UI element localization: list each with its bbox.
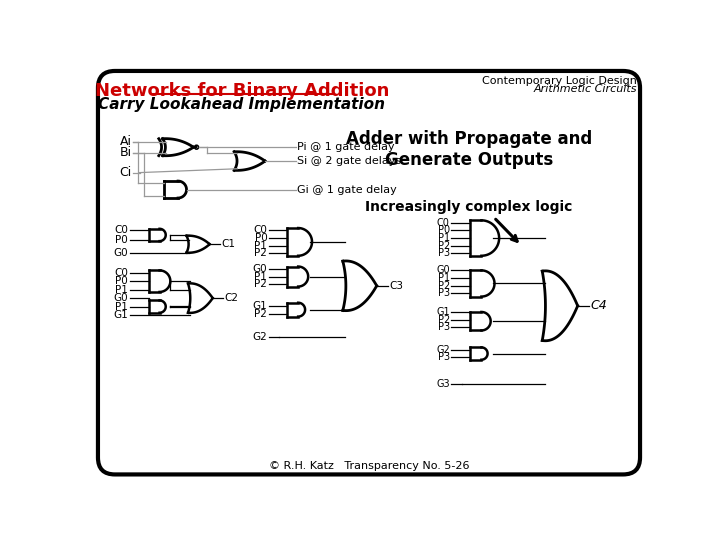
Text: P0: P0 xyxy=(115,234,128,245)
Text: G0: G0 xyxy=(113,248,128,259)
Text: P2: P2 xyxy=(438,281,450,291)
Text: C1: C1 xyxy=(221,239,235,249)
Text: P2: P2 xyxy=(438,315,450,325)
Text: P2: P2 xyxy=(438,241,450,251)
Text: Si @ 2 gate delays: Si @ 2 gate delays xyxy=(297,156,402,166)
Text: P2: P2 xyxy=(254,308,267,319)
Text: © R.H. Katz   Transparency No. 5-26: © R.H. Katz Transparency No. 5-26 xyxy=(269,461,469,471)
Text: Increasingly complex logic: Increasingly complex logic xyxy=(366,200,573,214)
Text: C4: C4 xyxy=(590,299,608,312)
Text: P0: P0 xyxy=(438,225,450,235)
Text: C0: C0 xyxy=(114,225,128,235)
Text: G2: G2 xyxy=(436,345,450,355)
Text: P1: P1 xyxy=(438,233,450,243)
Text: C3: C3 xyxy=(390,281,404,291)
Text: P0: P0 xyxy=(115,276,128,286)
Text: G2: G2 xyxy=(253,332,267,342)
Text: P3: P3 xyxy=(438,322,450,332)
FancyBboxPatch shape xyxy=(98,71,640,475)
Text: C0: C0 xyxy=(437,218,450,228)
Text: P1: P1 xyxy=(254,272,267,281)
Text: P1: P1 xyxy=(115,285,128,295)
Text: Carry Lookahead Implementation: Carry Lookahead Implementation xyxy=(99,97,385,112)
Text: Adder with Propagate and
Generate Outputs: Adder with Propagate and Generate Output… xyxy=(346,130,593,169)
Text: P2: P2 xyxy=(254,248,267,259)
Text: Pi @ 1 gate delay: Pi @ 1 gate delay xyxy=(297,142,395,152)
Text: Ai: Ai xyxy=(120,136,132,148)
Text: P0: P0 xyxy=(255,233,267,243)
Text: Contemporary Logic Design: Contemporary Logic Design xyxy=(482,76,637,85)
Text: G0: G0 xyxy=(253,264,267,274)
Text: Gi @ 1 gate delay: Gi @ 1 gate delay xyxy=(297,185,397,194)
Text: P1: P1 xyxy=(254,241,267,251)
Text: C0: C0 xyxy=(253,225,267,235)
Text: Bi: Bi xyxy=(120,146,132,159)
Text: G3: G3 xyxy=(436,379,450,389)
Text: P1: P1 xyxy=(115,301,128,312)
Text: G1: G1 xyxy=(253,301,267,311)
Text: G1: G1 xyxy=(436,307,450,317)
Text: P3: P3 xyxy=(438,248,450,259)
Text: C0: C0 xyxy=(114,268,128,278)
Text: P3: P3 xyxy=(438,288,450,299)
Text: C2: C2 xyxy=(224,293,238,303)
Text: Networks for Binary Addition: Networks for Binary Addition xyxy=(95,82,389,100)
Text: G1: G1 xyxy=(113,310,128,320)
Text: P2: P2 xyxy=(254,279,267,289)
Text: G0: G0 xyxy=(113,293,128,303)
Text: P3: P3 xyxy=(438,353,450,362)
Text: P1: P1 xyxy=(438,273,450,283)
Text: Arithmetic Circuits: Arithmetic Circuits xyxy=(534,84,637,94)
Text: G0: G0 xyxy=(436,265,450,275)
Text: Ci: Ci xyxy=(120,166,132,179)
